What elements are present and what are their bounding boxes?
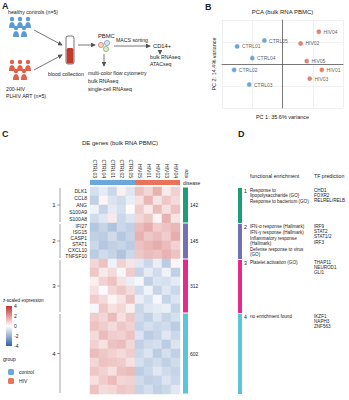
- html-text:Defense response to virus (GO): Defense response to virus (GO): [250, 246, 304, 257]
- svg-text:-2: -2: [14, 333, 19, 339]
- svg-text:ATACseq: ATACseq: [150, 61, 172, 67]
- svg-text:HIV02: HIV02: [305, 40, 319, 46]
- html-text:Response to bacterium (GO): Response to bacterium (GO): [250, 199, 309, 204]
- html-text:functional enrichment: functional enrichment: [250, 173, 300, 179]
- svg-text:1: 1: [52, 202, 56, 208]
- svg-text:CTRL03: CTRL03: [254, 82, 273, 88]
- svg-text:S100A8: S100A8: [69, 216, 87, 222]
- svg-text:blood collection: blood collection: [48, 71, 84, 77]
- svg-text:HIV05: HIV05: [311, 58, 325, 64]
- svg-text:4: 4: [52, 351, 56, 357]
- html-text:IRF9: IRF9: [314, 224, 324, 229]
- svg-text:142: 142: [190, 202, 199, 208]
- svg-text:CTRL02: CTRL02: [119, 159, 125, 178]
- html-text:RELREL/RELB: RELREL/RELB: [314, 198, 346, 204]
- html-text:4: 4: [244, 314, 247, 320]
- svg-text:2: 2: [14, 313, 17, 319]
- svg-text:bulk RNAseq: bulk RNAseq: [88, 78, 118, 84]
- svg-text:2: 2: [52, 238, 56, 244]
- svg-text:HIV05: HIV05: [137, 164, 143, 178]
- svg-text:CTRL02: CTRL02: [239, 67, 258, 73]
- svg-text:-4: -4: [14, 343, 19, 349]
- svg-text:C: C: [2, 129, 9, 139]
- html-text:1: 1: [244, 188, 247, 194]
- svg-text:CTRL03: CTRL03: [92, 159, 98, 178]
- html-text:FOXR2: FOXR2: [314, 193, 330, 199]
- html-text:GLI1: GLI1: [314, 270, 324, 276]
- html-text:NEUROD1: NEUROD1: [314, 265, 337, 271]
- html-text:Inflammatory response (Hallmar: Inflammatory response (Hallmark): [250, 235, 297, 246]
- html-text:Platelet activation (GO): Platelet activation (GO): [250, 260, 298, 265]
- svg-text:HIV02: HIV02: [155, 164, 161, 178]
- svg-text:4: 4: [14, 303, 17, 309]
- html-text:D: D: [238, 129, 245, 139]
- svg-text:3: 3: [52, 283, 56, 289]
- svg-text:CTRL05: CTRL05: [128, 159, 134, 178]
- svg-text:group: group: [3, 356, 16, 362]
- svg-text:healthy controls (n=5): healthy controls (n=5): [8, 9, 58, 15]
- svg-text:HIV03: HIV03: [314, 76, 328, 82]
- svg-text:size: size: [183, 169, 189, 178]
- svg-text:CASP1: CASP1: [70, 235, 87, 241]
- html-text:TF prediction: TF prediction: [314, 173, 345, 179]
- svg-text:HIV04: HIV04: [324, 29, 338, 35]
- svg-text:A: A: [2, 1, 9, 11]
- svg-text:CTRL04: CTRL04: [257, 55, 276, 61]
- html-text:THAP11: THAP11: [314, 260, 331, 265]
- svg-text:CTRL01: CTRL01: [110, 159, 116, 178]
- svg-text:CXCL10: CXCL10: [68, 247, 87, 253]
- svg-text:PC 1: 35.6% variance: PC 1: 35.6% variance: [256, 114, 309, 120]
- html-text:IKZF1: IKZF1: [314, 314, 327, 319]
- svg-text:CTRL05: CTRL05: [269, 38, 288, 44]
- svg-text:bulk RNAseq: bulk RNAseq: [150, 54, 180, 60]
- svg-text:DLK1: DLK1: [74, 188, 87, 194]
- svg-text:CD14+: CD14+: [153, 43, 172, 49]
- html-text:Response to lipopolysaccharide: Response to lipopolysaccharide (GO): [250, 188, 300, 199]
- svg-text:PCA (bulk RNA PBMC): PCA (bulk RNA PBMC): [252, 9, 314, 15]
- html-text:NAPH3: NAPH3: [314, 319, 330, 325]
- svg-text:CTRL01: CTRL01: [242, 43, 261, 49]
- svg-text:PBMC: PBMC: [98, 33, 115, 39]
- svg-text:HIV: HIV: [19, 378, 28, 384]
- html-text:no enrichment found: no enrichment found: [250, 314, 292, 319]
- html-text:IFN-α response (Hallmark): IFN-α response (Hallmark): [250, 224, 305, 229]
- svg-text:single-cell RNAseq: single-cell RNAseq: [88, 86, 132, 92]
- html-text:STAT1/2: STAT1/2: [314, 234, 332, 240]
- svg-text:PLHIV ART (n=5): PLHIV ART (n=5): [6, 93, 46, 99]
- svg-text:602: 602: [190, 351, 199, 357]
- svg-text:z-scaled expression: z-scaled expression: [3, 298, 44, 303]
- svg-text:0: 0: [14, 323, 17, 329]
- html-text:STAT2: STAT2: [314, 229, 328, 235]
- svg-text:control: control: [19, 369, 34, 375]
- html-text:ZNF563: ZNF563: [314, 324, 331, 330]
- svg-text:HIV03: HIV03: [164, 164, 170, 178]
- svg-text:HIV01: HIV01: [327, 67, 341, 73]
- svg-text:disease: disease: [183, 180, 200, 186]
- svg-text:145: 145: [190, 238, 199, 244]
- svg-text:DE genes (bulk RNA PBMC): DE genes (bulk RNA PBMC): [82, 140, 158, 146]
- svg-text:CCL8: CCL8: [74, 195, 87, 201]
- svg-text:HIV04: HIV04: [173, 164, 179, 178]
- svg-text:S100A9: S100A9: [69, 209, 87, 215]
- svg-text:B: B: [205, 2, 212, 12]
- svg-text:CTRL04: CTRL04: [101, 159, 107, 178]
- html-text:IFN-γ response (Hallmark): IFN-γ response (Hallmark): [250, 229, 304, 235]
- svg-text:TNFSF10: TNFSF10: [65, 253, 87, 259]
- svg-text:PC 2: 14.4% variance: PC 2: 14.4% variance: [211, 37, 217, 90]
- html-text:CHD1: CHD1: [314, 188, 327, 193]
- svg-text:STAT1: STAT1: [72, 241, 87, 247]
- html-text:2: 2: [244, 224, 247, 230]
- html-text:3: 3: [244, 260, 247, 266]
- svg-text:multi-color flow cytometry: multi-color flow cytometry: [88, 70, 147, 76]
- svg-text:MACS sorting: MACS sorting: [116, 37, 148, 43]
- svg-text:IFI27: IFI27: [75, 223, 87, 229]
- html-text:IRF3: IRF3: [314, 239, 324, 245]
- svg-text:ANG: ANG: [76, 202, 87, 208]
- svg-text:HIV01: HIV01: [146, 164, 152, 178]
- svg-text:ISG15: ISG15: [72, 229, 87, 235]
- svg-text:312: 312: [190, 283, 199, 289]
- svg-text:200-HIV: 200-HIV: [6, 86, 26, 92]
